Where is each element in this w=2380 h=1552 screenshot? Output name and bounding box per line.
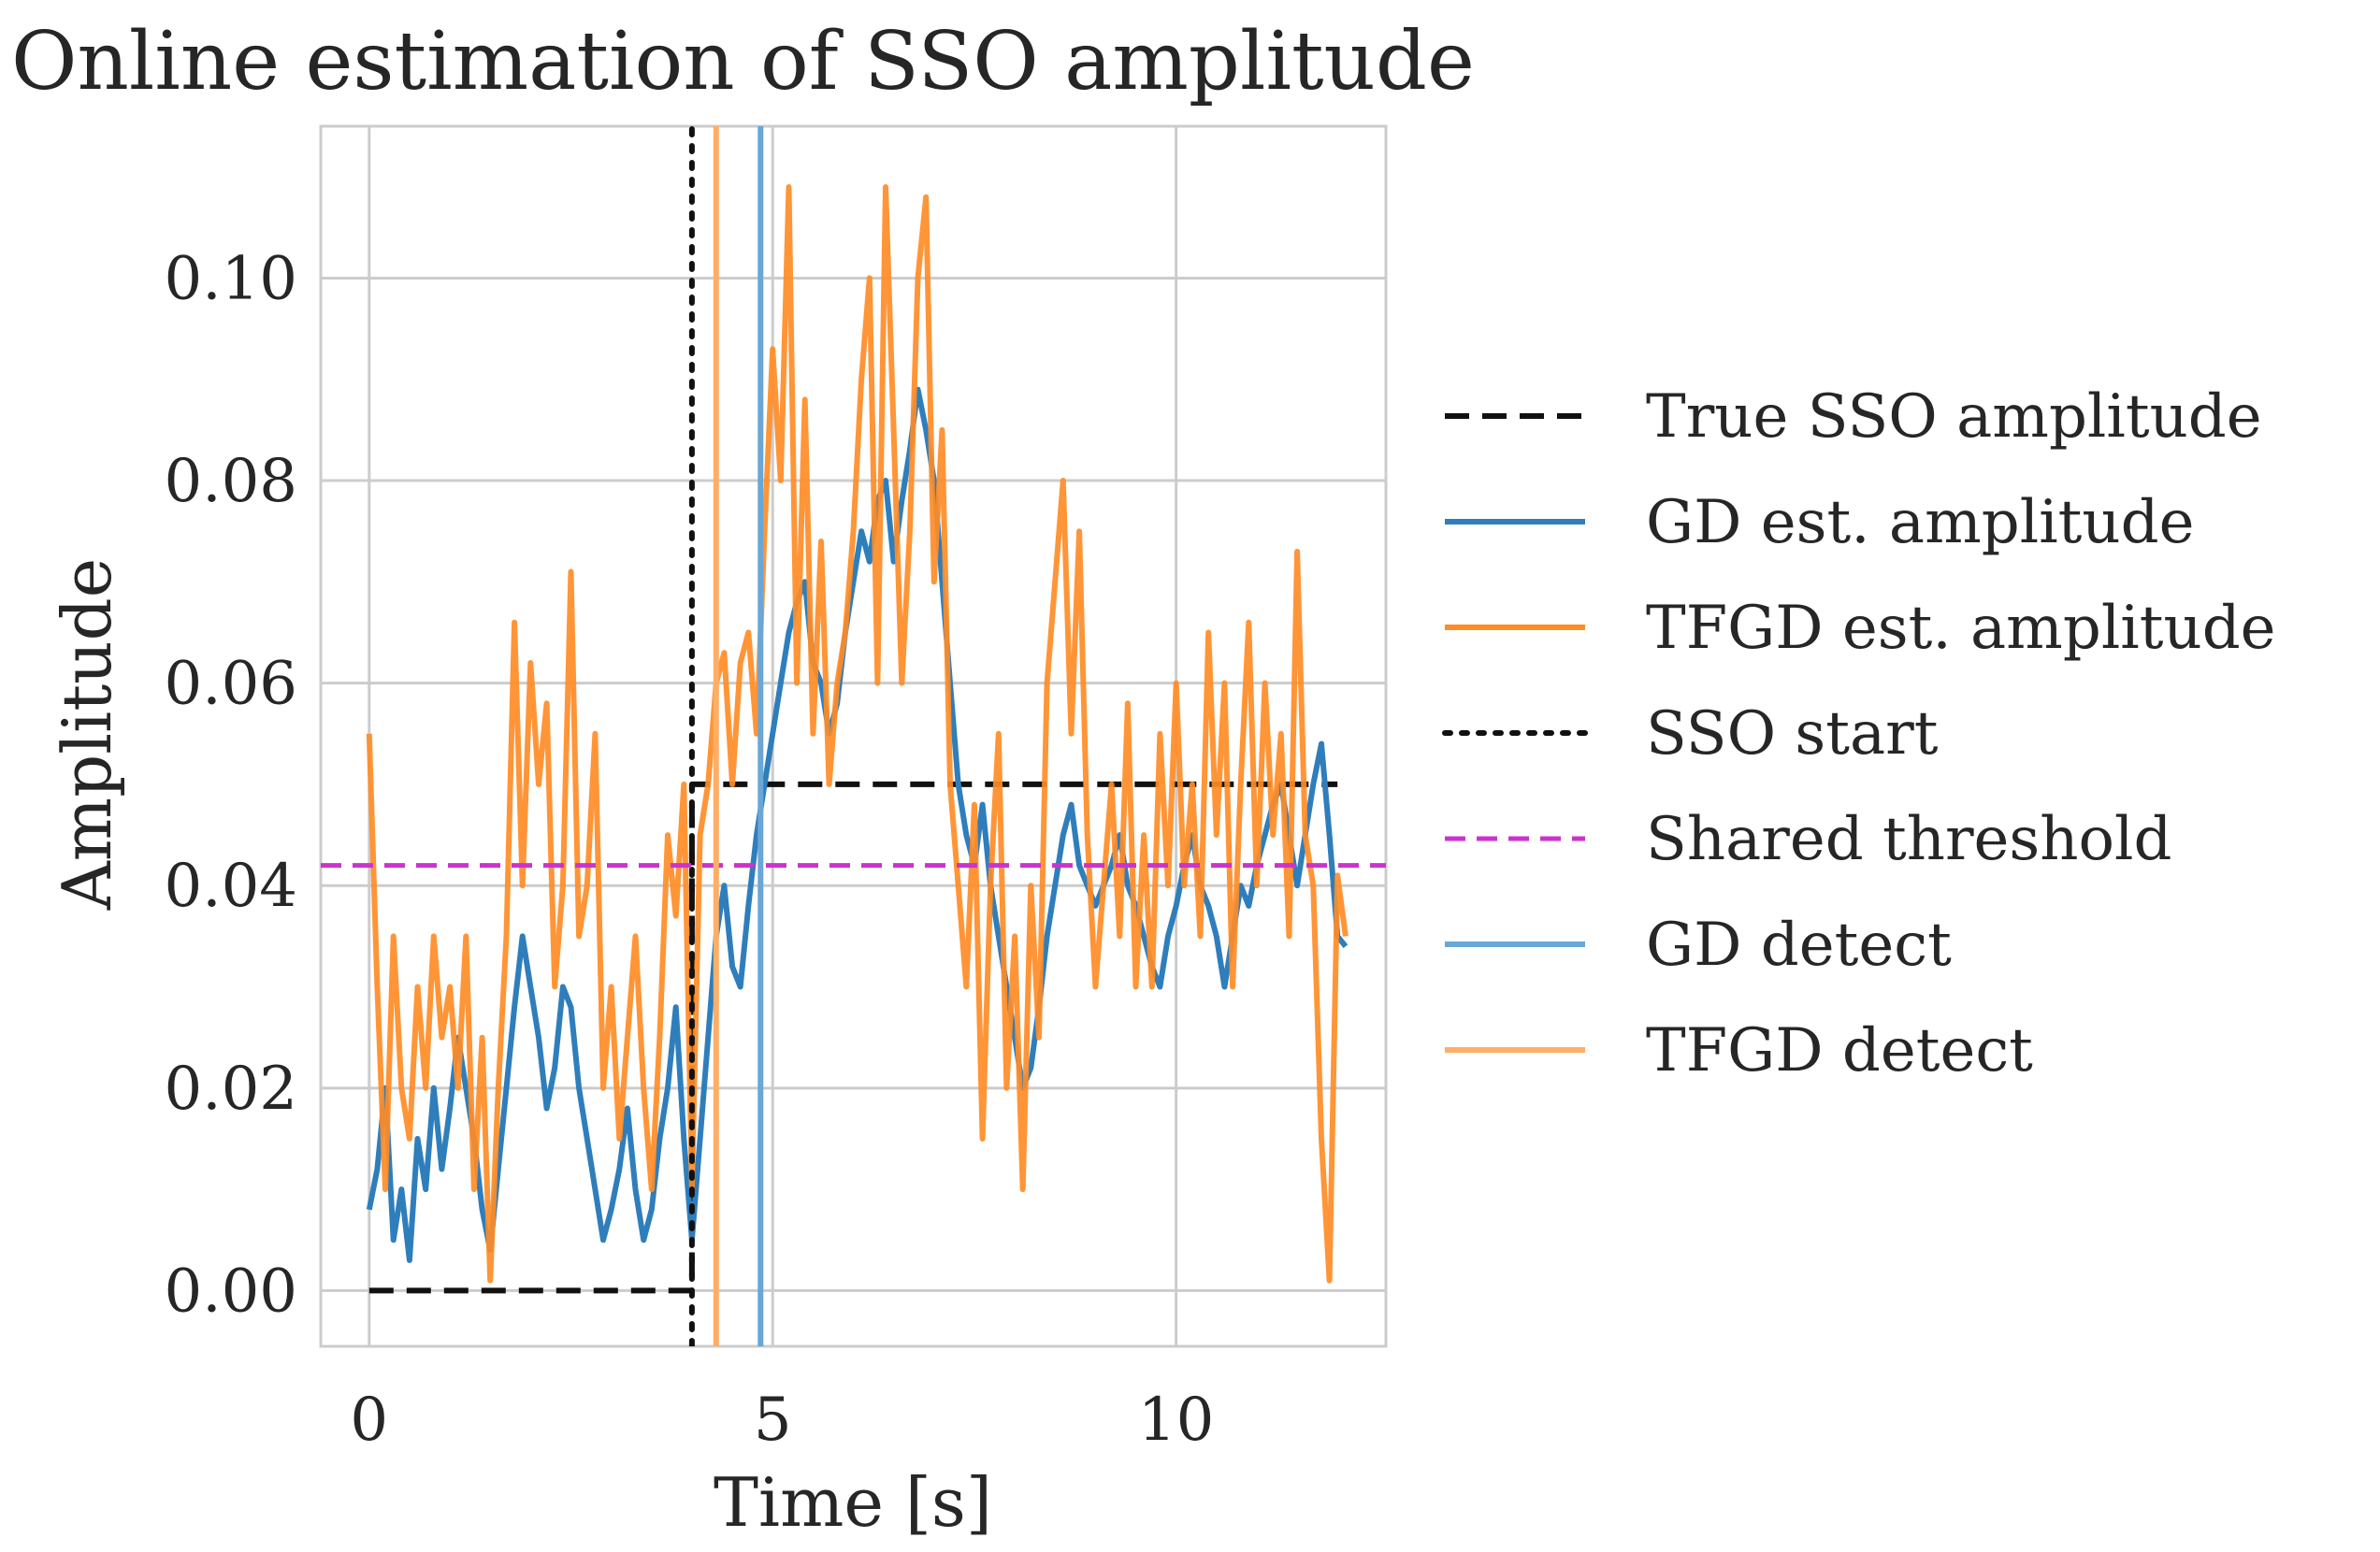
y-axis-label: Amplitude bbox=[48, 558, 126, 911]
legend-label-tfgd-estimate: TFGD est. amplitude bbox=[1646, 594, 2276, 663]
series-line-true-amplitude bbox=[368, 781, 1338, 1294]
y-tick-label-1: 0.02 bbox=[165, 1055, 298, 1124]
plot-series bbox=[321, 126, 1386, 1346]
y-tick-label-0: 0.00 bbox=[165, 1257, 298, 1326]
plot-frame bbox=[319, 124, 1388, 1348]
y-axis-ticks: 0.00 0.02 0.04 0.06 0.08 0.10 bbox=[165, 244, 298, 1326]
legend-label-gd-estimate: GD est. amplitude bbox=[1646, 488, 2194, 557]
series-line-tfgd-estimate bbox=[366, 184, 1349, 1284]
chart-title: Online estimation of SSO amplitude bbox=[11, 15, 1475, 108]
y-tick-label-4: 0.08 bbox=[165, 447, 298, 516]
x-axis-ticks: 0 5 10 bbox=[350, 1386, 1214, 1455]
x-tick-label-1: 5 bbox=[754, 1386, 792, 1455]
y-tick-label-2: 0.04 bbox=[165, 852, 298, 921]
legend-label-tfgd-detect: TFGD detect bbox=[1646, 1016, 2033, 1085]
y-tick-label-5: 0.10 bbox=[165, 244, 298, 313]
series-line-gd-estimate bbox=[366, 386, 1349, 1263]
legend-label-gd-detect: GD detect bbox=[1646, 911, 1952, 980]
legend-label-shared-threshold: Shared threshold bbox=[1646, 805, 2171, 874]
legend-label-sso-start: SSO start bbox=[1646, 699, 1939, 769]
x-tick-label-2: 10 bbox=[1138, 1386, 1214, 1455]
y-tick-label-3: 0.06 bbox=[165, 650, 298, 719]
legend: True SSO amplitude GD est. amplitude TFGD … bbox=[1442, 382, 2276, 1085]
x-axis-label: Time [s] bbox=[714, 1463, 992, 1542]
x-tick-label-0: 0 bbox=[350, 1386, 388, 1455]
legend-label-true-amplitude: True SSO amplitude bbox=[1646, 382, 2262, 452]
